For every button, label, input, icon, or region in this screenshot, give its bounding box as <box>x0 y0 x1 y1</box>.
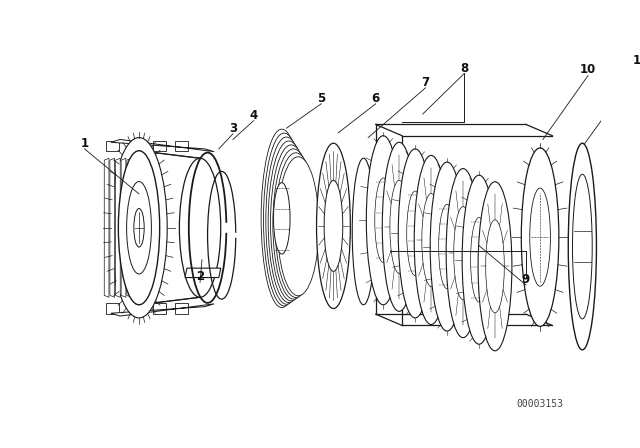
Ellipse shape <box>273 149 314 299</box>
Text: 2: 2 <box>196 270 204 283</box>
Ellipse shape <box>275 153 317 297</box>
Polygon shape <box>121 158 126 297</box>
Ellipse shape <box>382 142 416 311</box>
Ellipse shape <box>430 162 464 331</box>
Ellipse shape <box>127 185 150 270</box>
Ellipse shape <box>271 145 312 301</box>
Ellipse shape <box>324 181 343 271</box>
Ellipse shape <box>438 204 456 289</box>
Ellipse shape <box>317 143 350 309</box>
Ellipse shape <box>522 148 559 327</box>
Text: 8: 8 <box>460 61 468 74</box>
Ellipse shape <box>118 151 159 305</box>
Polygon shape <box>185 268 221 278</box>
Text: 10: 10 <box>580 64 596 77</box>
Ellipse shape <box>462 175 496 344</box>
Ellipse shape <box>366 136 400 305</box>
Polygon shape <box>111 139 214 152</box>
Ellipse shape <box>268 141 310 302</box>
Polygon shape <box>139 151 200 305</box>
Polygon shape <box>175 303 188 314</box>
Polygon shape <box>153 141 166 151</box>
Polygon shape <box>116 274 139 285</box>
Ellipse shape <box>375 178 392 263</box>
Polygon shape <box>130 303 143 314</box>
Text: 00003153: 00003153 <box>516 399 564 409</box>
Ellipse shape <box>390 181 408 273</box>
Text: 4: 4 <box>250 108 258 121</box>
Ellipse shape <box>134 208 144 247</box>
Ellipse shape <box>134 211 143 245</box>
Polygon shape <box>116 241 139 252</box>
Polygon shape <box>127 158 131 297</box>
Polygon shape <box>110 158 115 297</box>
Text: 9: 9 <box>522 273 530 286</box>
Polygon shape <box>106 141 119 151</box>
Text: 11: 11 <box>632 54 640 67</box>
Polygon shape <box>104 158 109 297</box>
Ellipse shape <box>470 217 488 302</box>
Ellipse shape <box>264 133 305 306</box>
Polygon shape <box>153 303 166 314</box>
Ellipse shape <box>478 182 512 351</box>
Ellipse shape <box>530 188 550 286</box>
Polygon shape <box>116 158 120 297</box>
Ellipse shape <box>454 207 472 300</box>
Ellipse shape <box>568 143 596 350</box>
Ellipse shape <box>398 149 432 318</box>
Ellipse shape <box>573 174 592 319</box>
Text: 1: 1 <box>81 137 88 150</box>
Polygon shape <box>111 304 214 316</box>
Ellipse shape <box>266 137 307 304</box>
Text: 6: 6 <box>372 92 380 105</box>
Ellipse shape <box>414 155 448 324</box>
Text: 7: 7 <box>421 76 429 89</box>
Ellipse shape <box>179 158 221 297</box>
Text: 5: 5 <box>317 92 325 105</box>
Polygon shape <box>130 141 143 151</box>
Ellipse shape <box>111 138 167 318</box>
Polygon shape <box>106 303 119 314</box>
Ellipse shape <box>127 181 152 274</box>
Ellipse shape <box>406 191 424 276</box>
Ellipse shape <box>261 129 303 308</box>
Polygon shape <box>116 170 139 182</box>
Polygon shape <box>175 141 188 151</box>
Ellipse shape <box>486 220 504 313</box>
Ellipse shape <box>422 194 440 286</box>
Ellipse shape <box>118 151 159 305</box>
Text: 3: 3 <box>229 122 237 135</box>
Ellipse shape <box>446 168 480 338</box>
Ellipse shape <box>352 158 375 305</box>
Ellipse shape <box>273 183 290 254</box>
Polygon shape <box>376 125 552 136</box>
Polygon shape <box>116 203 139 215</box>
Ellipse shape <box>278 157 319 296</box>
Polygon shape <box>376 314 552 325</box>
